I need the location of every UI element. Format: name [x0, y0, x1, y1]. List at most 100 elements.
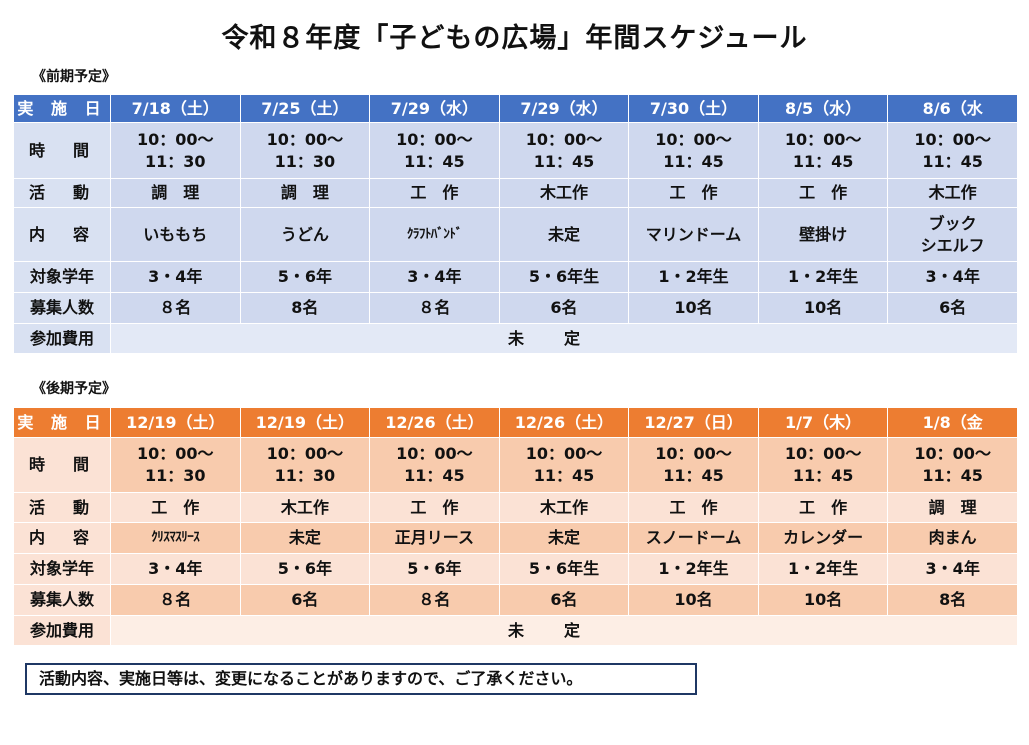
content-cell: ｸﾗﾌﾄﾊﾞﾝﾄﾞ: [369, 207, 500, 262]
time-cell: 10：00～ 11：45: [369, 437, 500, 493]
date-cell: 8/5（水）: [757, 94, 889, 123]
grade-cell: 3・4年: [110, 261, 241, 293]
activity-cell: 調 理: [887, 492, 1018, 523]
grade-cell: 3・4年: [887, 553, 1018, 585]
time-cell: 10：00～ 11：30: [239, 122, 371, 179]
time-row: 時 間 10：00～ 11：30 10：00～ 11：30 10：00～ 11：…: [13, 437, 1018, 493]
fee-row-label: 参加費用: [13, 323, 111, 354]
capacity-cell: 10名: [628, 292, 759, 324]
content-cell: 壁掛け: [757, 207, 889, 262]
capacity-cell: ８名: [369, 292, 500, 324]
content-cell: マリンドーム: [628, 207, 759, 262]
content-row: 内 容 いももち うどん ｸﾗﾌﾄﾊﾞﾝﾄﾞ 未定 マリンドーム 壁掛け ブック…: [13, 207, 1018, 262]
capacity-cell: 10名: [757, 584, 889, 616]
content-cell: うどん: [239, 207, 371, 262]
capacity-cell: ８名: [369, 584, 500, 616]
time-cell: 10：00～ 11：45: [498, 437, 630, 493]
time-row-label: 時 間: [13, 437, 111, 493]
second-half-label: 《後期予定》: [32, 381, 116, 397]
fee-row-label: 参加費用: [13, 615, 111, 646]
content-row: 内 容 ｸﾘｽﾏｽﾘｰｽ 未定 正月リース 未定 スノードーム カレンダー 肉ま…: [13, 522, 1018, 554]
activity-cell: 木工作: [498, 178, 630, 208]
time-cell: 10：00～ 11：45: [498, 122, 630, 179]
activity-cell: 工 作: [628, 492, 759, 523]
time-row-label: 時 間: [13, 122, 111, 179]
capacity-cell: 6名: [498, 292, 630, 324]
date-cell: 12/27（日）: [628, 407, 759, 438]
notice-box: 活動内容、実施日等は、変更になることがありますので、ご了承ください。: [25, 663, 697, 695]
content-row-label: 内 容: [13, 522, 111, 554]
time-cell: 10：00～ 11：30: [239, 437, 371, 493]
fee-value: 未定: [110, 323, 1018, 354]
grade-cell: 5・6年: [239, 261, 371, 293]
date-cell: 7/25（土）: [239, 94, 371, 123]
activity-row: 活 動 工 作 木工作 工 作 木工作 工 作 工 作 調 理: [13, 492, 1018, 523]
capacity-cell: ８名: [110, 584, 241, 616]
date-cell: 1/7（木）: [757, 407, 889, 438]
content-cell: カレンダー: [757, 522, 889, 554]
grade-cell: 3・4年: [887, 261, 1018, 293]
date-row: 実 施 日 12/19（土） 12/19（土） 12/26（土） 12/26（土…: [13, 407, 1018, 438]
date-cell: 8/6（水: [887, 94, 1018, 123]
capacity-cell: ８名: [110, 292, 241, 324]
capacity-cell: 6名: [498, 584, 630, 616]
capacity-row: 募集人数 ８名 6名 ８名 6名 10名 10名 8名: [13, 584, 1018, 616]
grade-row-label: 対象学年: [13, 261, 111, 293]
grade-cell: 1・2年生: [628, 261, 759, 293]
grade-cell: 3・4年: [369, 261, 500, 293]
content-cell: いももち: [110, 207, 241, 262]
capacity-cell: 8名: [887, 584, 1018, 616]
fee-value: 未定: [110, 615, 1018, 646]
capacity-cell: 6名: [887, 292, 1018, 324]
activity-row: 活 動 調 理 調 理 工 作 木工作 工 作 工 作 木工作: [13, 178, 1018, 208]
second-half-schedule-table: 実 施 日 12/19（土） 12/19（土） 12/26（土） 12/26（土…: [13, 407, 1018, 646]
activity-cell: 工 作: [369, 492, 500, 523]
activity-cell: 工 作: [757, 492, 889, 523]
capacity-cell: 6名: [239, 584, 371, 616]
activity-cell: 工 作: [628, 178, 759, 208]
grade-cell: 1・2年生: [628, 553, 759, 585]
content-cell: 正月リース: [369, 522, 500, 554]
grade-row: 対象学年 3・4年 5・6年 3・4年 5・6年生 1・2年生 1・2年生 3・…: [13, 261, 1018, 293]
grade-cell: 3・4年: [110, 553, 241, 585]
capacity-cell: 8名: [239, 292, 371, 324]
date-cell: 12/26（土）: [369, 407, 500, 438]
date-cell: 7/18（土）: [110, 94, 241, 123]
time-row: 時 間 10：00～ 11：30 10：00～ 11：30 10：00～ 11：…: [13, 122, 1018, 179]
activity-cell: 工 作: [369, 178, 500, 208]
content-cell: 未定: [498, 522, 630, 554]
activity-cell: 調 理: [239, 178, 371, 208]
time-cell: 10：00～ 11：45: [369, 122, 500, 179]
activity-cell: 調 理: [110, 178, 241, 208]
date-cell: 7/29（水）: [369, 94, 500, 123]
date-row: 実 施 日 7/18（土） 7/25（土） 7/29（水） 7/29（水） 7/…: [13, 94, 1018, 123]
content-cell: 肉まん: [887, 522, 1018, 554]
date-cell: 7/29（水）: [498, 94, 630, 123]
date-cell: 12/19（土）: [110, 407, 241, 438]
date-cell: 1/8（金: [887, 407, 1018, 438]
first-half-label: 《前期予定》: [32, 69, 116, 85]
grade-cell: 5・6年: [369, 553, 500, 585]
fee-row: 参加費用 未定: [13, 615, 1018, 646]
date-row-label: 実 施 日: [13, 94, 111, 123]
date-cell: 7/30（土）: [628, 94, 759, 123]
activity-cell: 木工作: [239, 492, 371, 523]
first-half-schedule-table: 実 施 日 7/18（土） 7/25（土） 7/29（水） 7/29（水） 7/…: [13, 94, 1018, 354]
activity-cell: 工 作: [757, 178, 889, 208]
grade-cell: 1・2年生: [757, 553, 889, 585]
content-cell: ｸﾘｽﾏｽﾘｰｽ: [110, 522, 241, 554]
date-cell: 12/26（土）: [498, 407, 630, 438]
activity-cell: 木工作: [887, 178, 1018, 208]
date-cell: 12/19（土）: [239, 407, 371, 438]
time-cell: 10：00～ 11：45: [628, 122, 759, 179]
content-cell: ブック シエルフ: [887, 207, 1018, 262]
content-row-label: 内 容: [13, 207, 111, 262]
capacity-row: 募集人数 ８名 8名 ８名 6名 10名 10名 6名: [13, 292, 1018, 324]
capacity-cell: 10名: [757, 292, 889, 324]
date-row-label: 実 施 日: [13, 407, 111, 438]
activity-cell: 木工作: [498, 492, 630, 523]
time-cell: 10：00～ 11：45: [887, 122, 1018, 179]
capacity-row-label: 募集人数: [13, 584, 111, 616]
time-cell: 10：00～ 11：45: [887, 437, 1018, 493]
time-cell: 10：00～ 11：45: [757, 437, 889, 493]
